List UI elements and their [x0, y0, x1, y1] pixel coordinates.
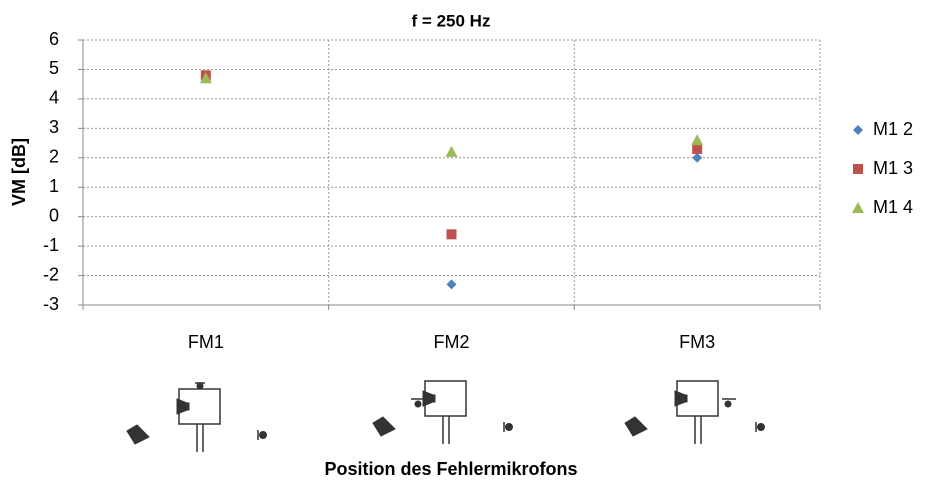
microphone-diagrams: [127, 381, 765, 452]
y-tick-label: 2: [49, 147, 59, 167]
y-tick-label: -2: [43, 264, 59, 284]
point: [692, 144, 702, 154]
point: [691, 134, 703, 145]
x-axis-label: Position des Fehlermikrofons: [324, 459, 577, 479]
legend-label: M1 3: [873, 158, 913, 178]
point: [447, 279, 457, 289]
y-tick-label: 6: [49, 29, 59, 49]
error-mic: [415, 401, 422, 408]
chart: f = 250 Hz VM [dB] Position des Fehlermi…: [0, 0, 927, 482]
legend-marker: [852, 202, 864, 213]
point: [692, 153, 702, 163]
y-axis-label: VM [dB]: [9, 138, 29, 206]
error-mic: [725, 401, 732, 408]
y-tick-label: 1: [49, 176, 59, 196]
y-tick-label: -1: [43, 235, 59, 255]
legend-marker: [853, 125, 863, 135]
x-tick-label: FM1: [188, 332, 224, 352]
chart-title: f = 250 Hz: [412, 11, 491, 30]
y-tick-label: 0: [49, 205, 59, 225]
x-tick-label: FM3: [679, 332, 715, 352]
legend-label: M1 2: [873, 119, 913, 139]
point: [446, 146, 458, 157]
legend-label: M1 4: [873, 197, 913, 217]
y-tick-label: -3: [43, 294, 59, 314]
y-tick-label: 5: [49, 58, 59, 78]
legend-marker: [853, 164, 863, 174]
y-tick-label: 4: [49, 88, 59, 108]
x-tick-label: FM2: [434, 332, 470, 352]
point: [447, 229, 457, 239]
y-tick-label: 3: [49, 117, 59, 137]
